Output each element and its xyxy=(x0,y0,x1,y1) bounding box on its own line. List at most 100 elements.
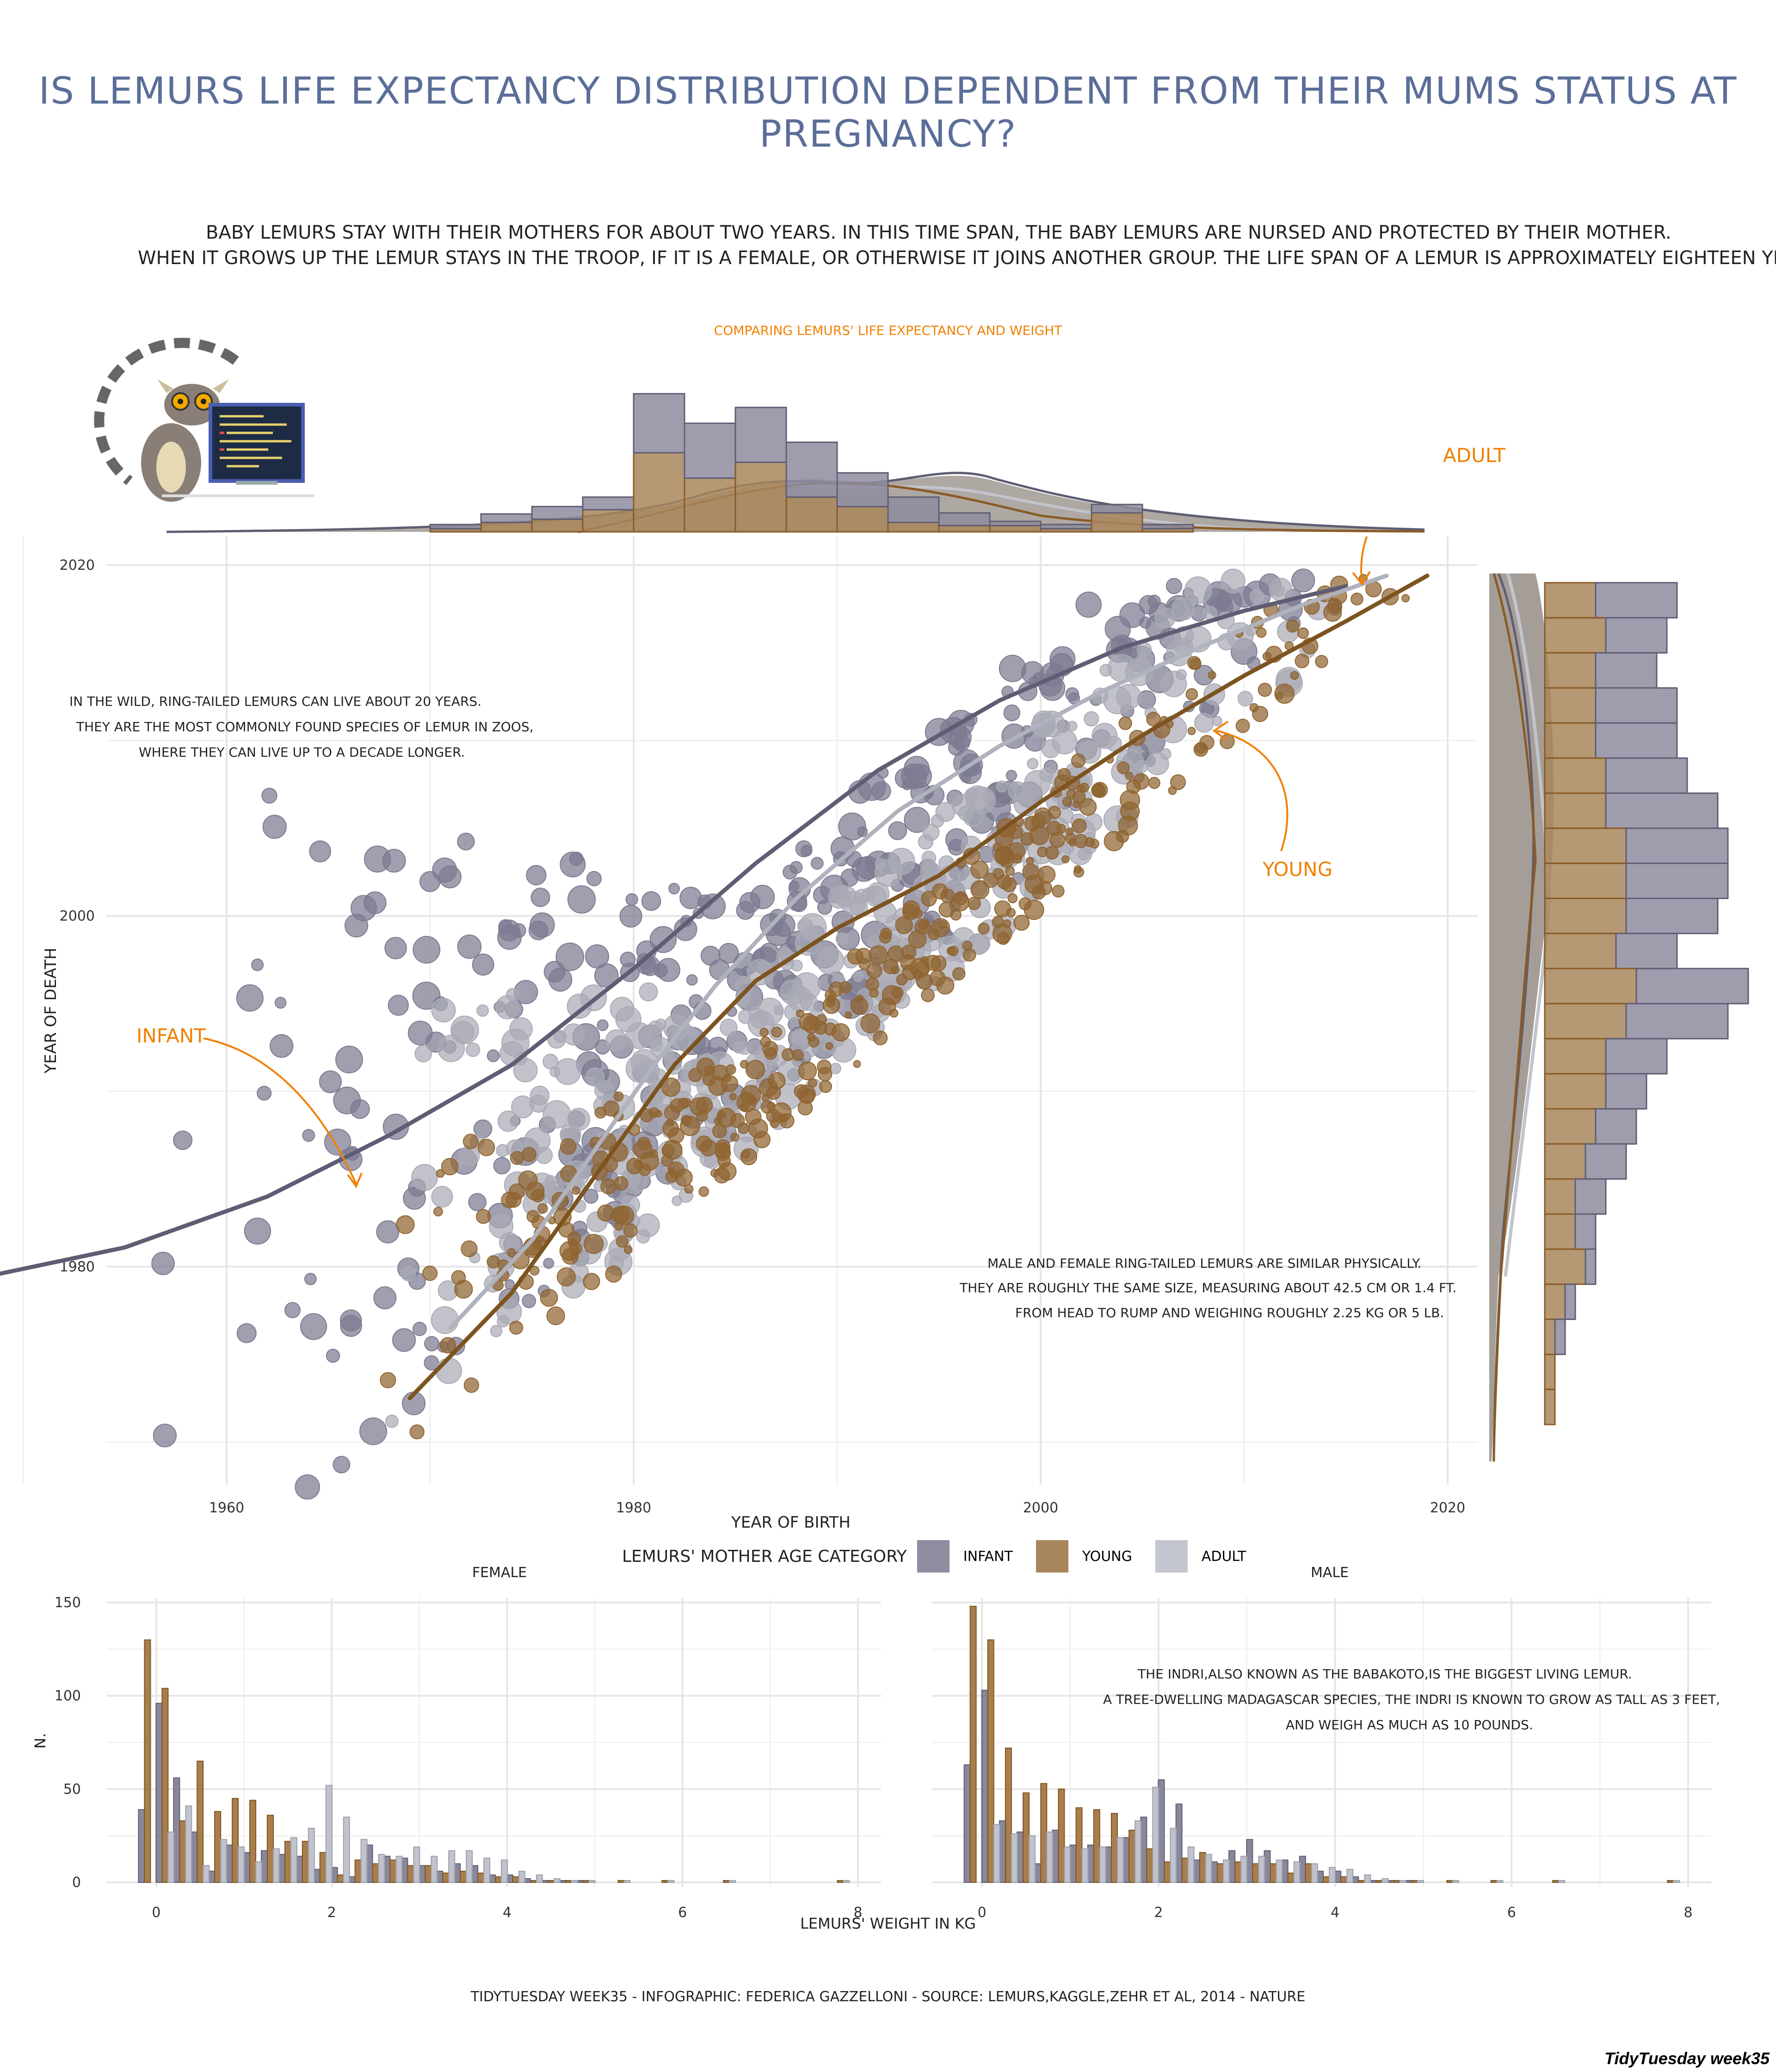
weight-bar-female-adult xyxy=(466,1850,473,1883)
point-adult xyxy=(1052,729,1078,755)
weight-bar-female-young xyxy=(372,1863,379,1883)
point-infant xyxy=(851,857,876,882)
point-young xyxy=(422,1265,438,1281)
point-adult xyxy=(749,1006,763,1020)
point-infant xyxy=(620,951,636,968)
legend-label-adult: Adult xyxy=(1201,1548,1246,1565)
weight-bar-male-adult xyxy=(1170,1828,1177,1883)
weight-bar-male-young xyxy=(1393,1880,1400,1883)
weight-y-tick-100: 100 xyxy=(55,1688,81,1704)
point-young xyxy=(845,1011,852,1019)
infant-arrowhead xyxy=(347,1172,363,1189)
point-adult xyxy=(543,1054,559,1070)
point-infant xyxy=(487,1049,500,1062)
right-bar-young xyxy=(1544,722,1597,759)
point-young xyxy=(808,1036,820,1048)
weight-bar-male-adult xyxy=(1064,1846,1071,1883)
point-infant xyxy=(424,1336,439,1351)
weight-bar-female-young xyxy=(565,1880,572,1883)
annotation-indri-2: A tree-dwelling Madagascar species, the … xyxy=(1103,1692,1720,1707)
point-young xyxy=(1057,768,1071,782)
right-bar-young xyxy=(1544,1143,1586,1180)
point-young xyxy=(745,1108,762,1125)
weight-bar-male-infant xyxy=(1210,1861,1218,1883)
right-bar-young xyxy=(1544,897,1627,934)
point-adult xyxy=(1067,721,1078,732)
scatter-points xyxy=(151,568,1410,1500)
point-adult xyxy=(411,1164,438,1191)
right-bar-infant xyxy=(1625,827,1729,864)
weight-bar-female-adult xyxy=(272,1848,280,1883)
point-infant xyxy=(1166,578,1182,594)
top-bar-young xyxy=(836,506,889,533)
weight-bar-male-adult xyxy=(1417,1880,1424,1883)
point-infant xyxy=(709,959,730,980)
y-axis-title: Year of death xyxy=(42,948,60,1073)
point-young xyxy=(1187,727,1196,735)
annotation-size-2: They are roughly the same size, measurin… xyxy=(960,1280,1457,1295)
point-young xyxy=(860,1013,881,1033)
weight-bar-male-adult xyxy=(1222,1859,1230,1883)
weight-bar-male-young xyxy=(1040,1783,1048,1883)
point-adult xyxy=(1106,735,1122,752)
weight-bar-male-young xyxy=(1667,1880,1674,1883)
weight-bar-male-infant xyxy=(1034,1863,1042,1883)
weight-y-axis-title: N. xyxy=(31,1733,49,1749)
weight-x-tick-8: 8 xyxy=(853,1905,862,1921)
point-young xyxy=(380,1372,396,1388)
point-young xyxy=(1315,655,1328,668)
point-adult xyxy=(1154,607,1176,629)
right-bar-infant xyxy=(1595,1108,1637,1145)
y-tick-label-2000: 2000 xyxy=(60,908,95,924)
point-young xyxy=(1089,839,1099,849)
point-adult xyxy=(1237,691,1253,707)
point-infant xyxy=(251,958,264,971)
point-infant xyxy=(668,882,680,894)
point-infant xyxy=(412,981,441,1010)
point-infant xyxy=(262,814,287,839)
point-infant xyxy=(817,900,832,915)
weight-bar-female-adult xyxy=(325,1785,333,1883)
point-young xyxy=(730,1133,740,1142)
point-infant xyxy=(718,943,739,964)
point-young xyxy=(572,1186,580,1195)
point-young xyxy=(616,1235,629,1248)
footer-source: TidyTuesday week35 - Infographic: Federi… xyxy=(470,1989,1306,2005)
point-young xyxy=(1290,671,1299,680)
weight-bar-female-adult xyxy=(255,1861,263,1883)
weight-bar-male-adult xyxy=(1135,1820,1142,1883)
point-adult xyxy=(1146,752,1169,776)
point-young xyxy=(866,963,882,979)
point-young xyxy=(1079,798,1097,816)
point-infant xyxy=(653,963,668,978)
point-young xyxy=(1031,885,1046,900)
point-young xyxy=(1071,753,1086,768)
point-young xyxy=(1062,797,1072,807)
point-adult xyxy=(875,858,887,870)
right-bar-young xyxy=(1544,652,1597,689)
point-young xyxy=(792,1049,804,1061)
right-bar-young xyxy=(1544,863,1627,899)
point-infant xyxy=(888,821,907,840)
callout-adult: Adult xyxy=(1443,444,1506,467)
point-young xyxy=(462,1134,479,1149)
point-young xyxy=(900,954,917,971)
point-young xyxy=(461,1240,478,1258)
weight-bar-female-young xyxy=(389,1859,397,1883)
point-young xyxy=(1297,627,1309,639)
point-young xyxy=(869,945,888,965)
weight-bar-male-adult xyxy=(1293,1861,1301,1883)
point-infant xyxy=(543,1258,555,1269)
point-young xyxy=(921,890,937,907)
point-infant xyxy=(376,1220,400,1244)
right-bar-young xyxy=(1544,1319,1556,1355)
point-young xyxy=(661,1144,675,1157)
point-young xyxy=(476,1209,491,1224)
point-young xyxy=(818,1067,832,1082)
weight-bar-female-adult xyxy=(571,1880,578,1883)
point-adult xyxy=(1272,584,1285,597)
right-bar-infant xyxy=(1585,1248,1597,1285)
point-young xyxy=(1061,855,1070,863)
point-young xyxy=(1170,774,1186,790)
annotation-indri-1: The Indri,also known as the babakoto,is … xyxy=(1138,1666,1632,1682)
